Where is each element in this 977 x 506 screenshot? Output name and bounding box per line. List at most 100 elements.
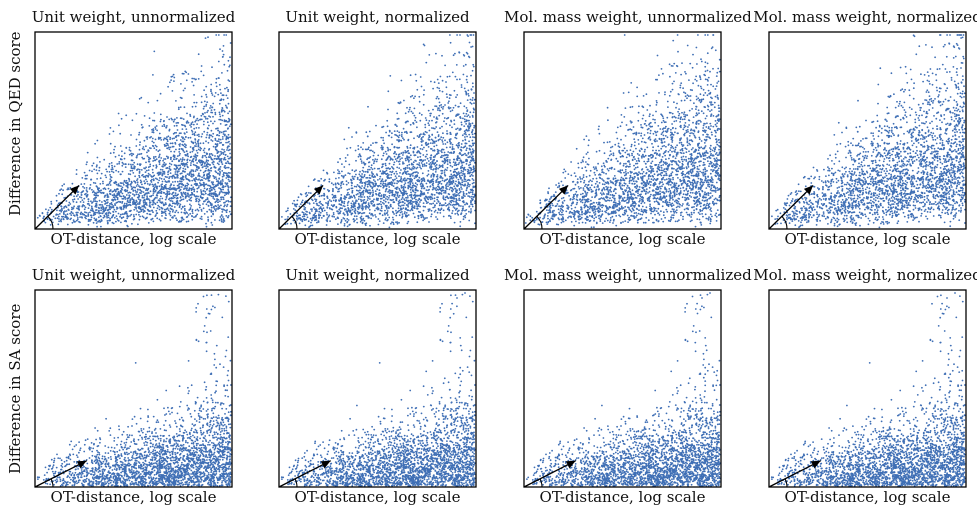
scatter-point xyxy=(134,166,136,168)
scatter-point xyxy=(139,188,141,191)
scatter-point xyxy=(90,178,92,181)
scatter-point xyxy=(180,83,182,85)
scatter-point xyxy=(193,101,196,104)
scatter-point xyxy=(328,189,331,192)
scatter-point xyxy=(115,169,117,172)
scatter-point xyxy=(196,213,199,216)
scatter-point xyxy=(343,202,346,205)
scatter-point xyxy=(407,187,410,190)
scatter-point xyxy=(396,125,398,128)
scatter-point xyxy=(342,212,345,215)
scatter-point xyxy=(348,172,351,175)
scatter-point xyxy=(439,109,441,112)
scatter-point xyxy=(418,100,421,103)
scatter-point xyxy=(421,183,424,186)
scatter-point xyxy=(375,160,378,163)
scatter-point xyxy=(161,207,164,210)
scatter-point xyxy=(218,187,220,189)
scatter-point xyxy=(217,77,220,79)
scatter-point xyxy=(175,202,178,205)
scatter-point xyxy=(215,127,217,130)
scatter-point xyxy=(125,202,128,205)
scatter-point xyxy=(213,165,216,168)
scatter-point xyxy=(137,196,140,199)
scatter-point xyxy=(443,170,446,172)
scatter-point xyxy=(222,216,224,218)
scatter-point xyxy=(300,193,303,196)
scatter-point xyxy=(418,151,421,154)
scatter-point xyxy=(132,163,134,166)
scatter-point xyxy=(205,96,208,98)
scatter-point xyxy=(459,34,461,36)
scatter-point xyxy=(298,222,301,225)
scatter-point xyxy=(137,223,139,226)
scatter-point xyxy=(315,198,318,201)
scatter-point xyxy=(469,211,472,214)
scatter-point xyxy=(401,131,403,134)
scatter-point xyxy=(357,145,360,147)
scatter-point xyxy=(212,160,215,163)
scatter-point xyxy=(190,191,193,194)
scatter-point xyxy=(367,105,369,108)
scatter-point xyxy=(458,174,461,177)
scatter-point xyxy=(459,102,462,105)
scatter-point xyxy=(220,196,222,199)
scatter-point xyxy=(161,188,164,191)
scatter-point xyxy=(320,184,323,187)
scatter-point xyxy=(222,98,225,101)
scatter-point xyxy=(109,174,111,176)
scatter-point xyxy=(158,218,161,221)
scatter-point xyxy=(190,184,193,187)
scatter-point xyxy=(61,193,64,196)
scatter-point xyxy=(324,178,326,181)
scatter-point xyxy=(165,208,168,211)
scatter-point xyxy=(214,155,216,157)
scatter-point xyxy=(209,167,212,170)
scatter-point xyxy=(441,54,443,57)
scatter-point xyxy=(229,200,232,203)
scatter-point xyxy=(398,175,400,178)
scatter-point xyxy=(194,139,197,141)
scatter-point xyxy=(192,116,195,119)
scatter-point xyxy=(410,208,413,211)
scatter-point xyxy=(182,72,185,75)
scatter-point xyxy=(104,174,107,177)
scatter-point xyxy=(109,189,112,191)
scatter-point xyxy=(399,179,402,182)
scatter-point xyxy=(426,217,428,219)
scatter-point xyxy=(104,209,107,212)
scatter-point xyxy=(152,190,155,193)
scatter-point xyxy=(445,186,448,188)
scatter-point xyxy=(138,97,141,100)
scatter-point xyxy=(214,166,217,169)
scatter-point xyxy=(129,150,132,152)
scatter-point xyxy=(106,193,109,196)
scatter-point xyxy=(388,192,391,195)
scatter-point xyxy=(214,143,217,145)
scatter-point xyxy=(469,191,472,194)
scatter-point xyxy=(182,149,185,152)
scatter-point xyxy=(126,181,129,184)
scatter-point xyxy=(189,136,192,139)
scatter-point xyxy=(373,198,375,201)
scatter-point xyxy=(318,208,321,210)
scatter-point xyxy=(167,170,170,173)
scatter-point xyxy=(175,176,177,179)
scatter-point xyxy=(140,152,143,155)
scatter-point xyxy=(146,216,148,219)
scatter-point xyxy=(192,169,194,172)
scatter-point xyxy=(310,221,312,224)
scatter-point xyxy=(118,184,121,187)
scatter-point xyxy=(118,192,121,194)
scatter-point xyxy=(467,94,470,97)
scatter-point xyxy=(356,184,359,186)
scatter-point xyxy=(416,151,418,154)
scatter-point xyxy=(114,203,116,205)
scatter-point xyxy=(401,196,404,199)
scatter-point xyxy=(469,161,471,164)
scatter-point xyxy=(184,70,187,73)
scatter-point xyxy=(165,155,168,158)
scatter-point xyxy=(227,174,230,177)
scatter-point xyxy=(218,178,221,180)
scatter-point xyxy=(428,129,431,132)
